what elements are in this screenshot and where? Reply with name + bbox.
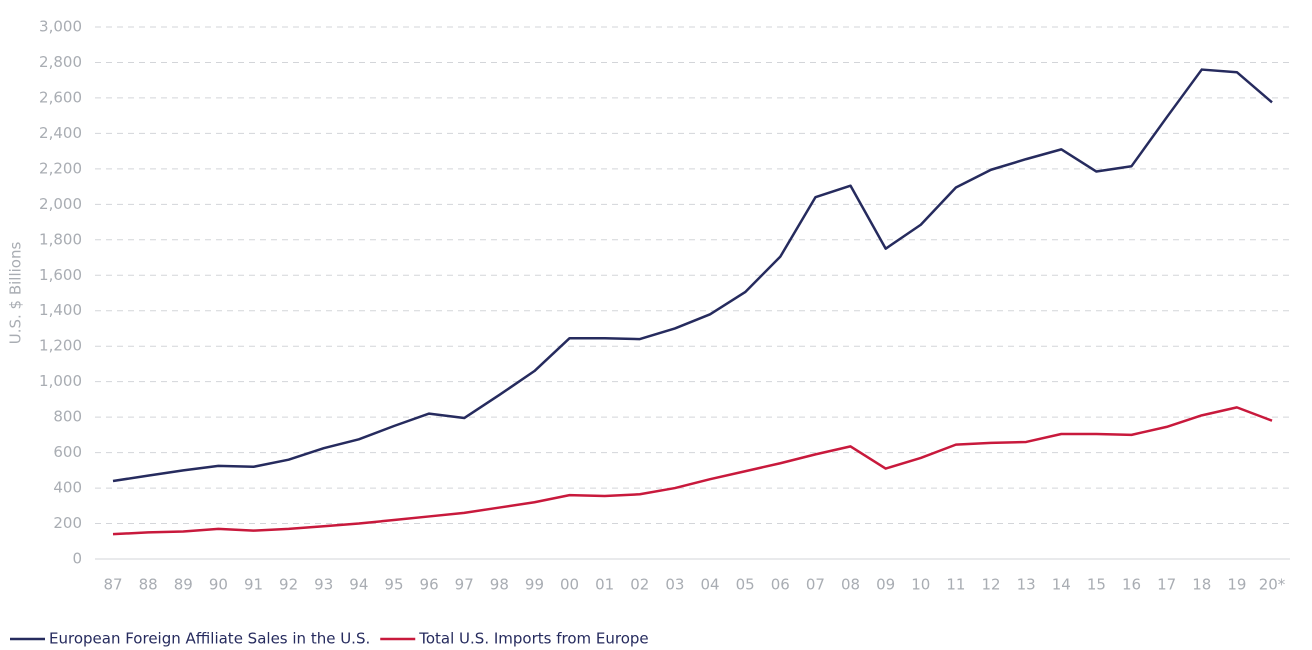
x-tick-label: 93 <box>314 576 333 594</box>
y-tick-label: 400 <box>53 479 82 497</box>
y-tick-label: 1,600 <box>39 266 82 284</box>
y-tick-label: 600 <box>53 443 82 461</box>
x-tick-label: 98 <box>490 576 509 594</box>
y-tick-label: 1,400 <box>39 301 82 319</box>
x-tick-label: 08 <box>841 576 860 594</box>
x-tick-label: 09 <box>876 576 895 594</box>
x-tick-label: 06 <box>771 576 790 594</box>
x-tick-label: 03 <box>665 576 684 594</box>
x-tick-label: 00 <box>560 576 579 594</box>
x-tick-label: 97 <box>455 576 474 594</box>
x-tick-label: 87 <box>103 576 122 594</box>
x-tick-label: 96 <box>420 576 439 594</box>
x-tick-label: 07 <box>806 576 825 594</box>
x-tick-label: 05 <box>736 576 755 594</box>
y-tick-label: 0 <box>72 550 82 568</box>
legend-text: Total U.S. Imports from Europe <box>418 630 648 648</box>
x-tick-label: 89 <box>174 576 193 594</box>
y-tick-label: 2,600 <box>39 88 82 106</box>
x-tick-label: 88 <box>139 576 158 594</box>
x-tick-label: 18 <box>1192 576 1211 594</box>
x-tick-label: 11 <box>946 576 965 594</box>
y-tick-label: 200 <box>53 514 82 532</box>
x-tick-label: 90 <box>209 576 228 594</box>
series-line <box>112 68 1273 483</box>
y-tick-label: 2,200 <box>39 159 82 177</box>
y-axis-label: U.S. $ Billions <box>7 242 25 345</box>
x-tick-label: 10 <box>911 576 930 594</box>
x-tick-label: 20* <box>1259 576 1286 594</box>
x-tick-label: 02 <box>630 576 649 594</box>
y-tick-label: 2,800 <box>39 53 82 71</box>
x-tick-label: 99 <box>525 576 544 594</box>
y-tick-label: 2,400 <box>39 124 82 142</box>
x-tick-label: 04 <box>701 576 720 594</box>
x-tick-label: 95 <box>384 576 403 594</box>
x-tick-label: 91 <box>244 576 263 594</box>
y-tick-label: 3,000 <box>39 18 82 36</box>
x-tick-label: 12 <box>981 576 1000 594</box>
x-tick-label: 19 <box>1227 576 1246 594</box>
x-tick-label: 01 <box>595 576 614 594</box>
x-tick-label: 94 <box>349 576 368 594</box>
x-tick-label: 16 <box>1122 576 1141 594</box>
y-tick-label: 1,200 <box>39 337 82 355</box>
y-tick-label: 1,000 <box>39 372 82 390</box>
legend-text: European Foreign Affiliate Sales in the … <box>49 630 370 648</box>
series-line <box>112 406 1273 536</box>
x-tick-label: 14 <box>1052 576 1071 594</box>
y-tick-label: 1,800 <box>39 230 82 248</box>
x-tick-label: 92 <box>279 576 298 594</box>
y-tick-label: 2,000 <box>39 195 82 213</box>
x-tick-label: 13 <box>1017 576 1036 594</box>
x-tick-label: 15 <box>1087 576 1106 594</box>
x-tick-label: 17 <box>1157 576 1176 594</box>
y-tick-label: 800 <box>53 408 82 426</box>
